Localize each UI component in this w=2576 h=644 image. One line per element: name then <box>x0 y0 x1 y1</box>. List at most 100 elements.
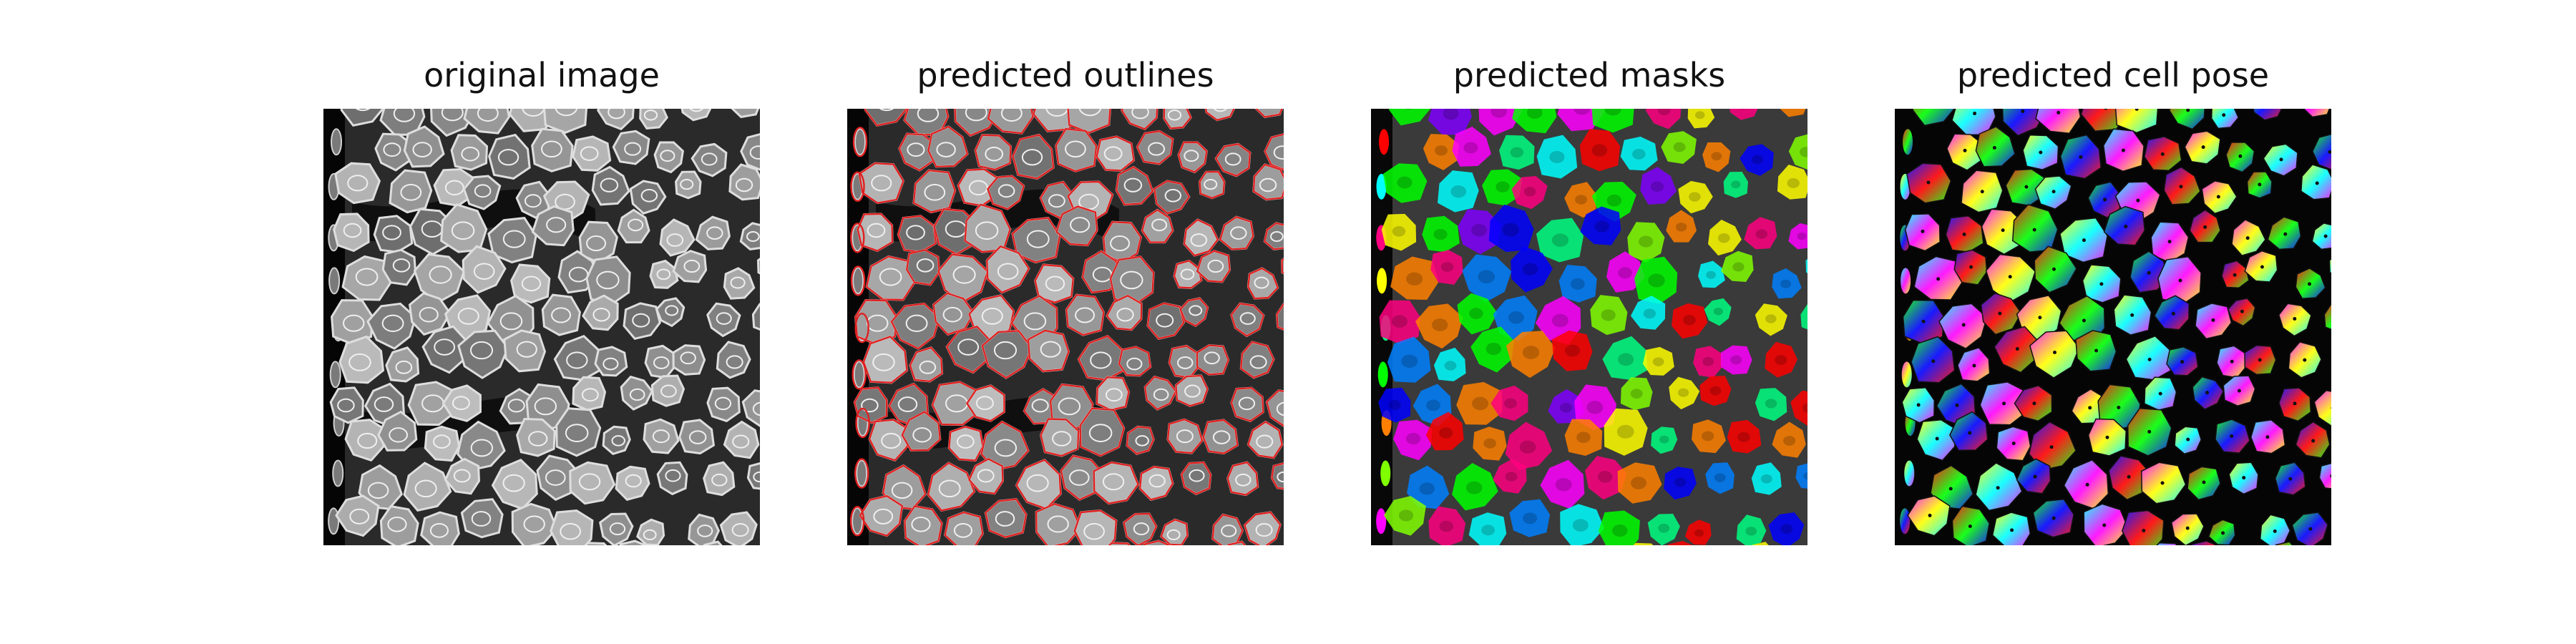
cell <box>462 245 507 294</box>
cell-outline <box>1199 170 1226 200</box>
cell-center <box>2221 531 2225 535</box>
cell-mask <box>1470 326 1515 373</box>
nucleus <box>1255 522 1273 537</box>
cell-mask <box>1376 508 1387 535</box>
cell-center <box>2328 150 2331 154</box>
cell <box>852 507 864 535</box>
cell-mask <box>1790 390 1807 426</box>
cell-center <box>2147 270 2151 275</box>
nucleus <box>1235 473 1252 487</box>
nucleus <box>1397 176 1413 189</box>
cell <box>516 417 556 457</box>
nucleus <box>1110 235 1131 252</box>
cell-mask <box>1698 260 1725 288</box>
nucleus <box>473 263 495 280</box>
cell-outline <box>1196 250 1231 283</box>
cell <box>462 175 502 210</box>
cell <box>723 267 756 300</box>
cell-center <box>2008 275 2012 279</box>
nucleus <box>1189 469 1205 482</box>
cell-mask <box>1560 504 1605 545</box>
nucleus <box>881 432 902 449</box>
cell-flow <box>1901 361 1912 388</box>
nucleus <box>1184 384 1201 398</box>
nucleus <box>1406 432 1421 445</box>
nucleus <box>499 312 523 331</box>
nucleus <box>897 396 918 412</box>
cell-center <box>2258 182 2262 187</box>
cell-center <box>1973 112 1977 116</box>
nucleus <box>523 515 545 533</box>
cell-center <box>2323 234 2328 238</box>
nucleus <box>1702 431 1714 441</box>
cell-outline <box>853 386 888 424</box>
cell <box>550 509 594 545</box>
nucleus <box>434 338 456 356</box>
nucleus <box>471 511 492 527</box>
cell-mask <box>1598 510 1640 545</box>
cell-flow <box>2114 109 2159 134</box>
nucleus <box>1189 305 1203 316</box>
nucleus <box>1572 519 1589 532</box>
nucleus <box>995 511 1015 527</box>
nucleus <box>1551 313 1568 328</box>
nucleus <box>1765 399 1777 409</box>
cell-center <box>2171 311 2175 316</box>
cell-mask <box>1744 217 1777 250</box>
cell-mask <box>1780 109 1806 117</box>
cell-mask <box>1422 215 1460 253</box>
cell-center <box>2160 481 2165 485</box>
cell <box>739 222 760 250</box>
cell-outline <box>1143 376 1177 411</box>
nucleus <box>1256 434 1274 449</box>
cell <box>329 386 364 424</box>
cell-mask <box>1702 142 1731 172</box>
cell-center <box>2211 318 2215 322</box>
nucleus <box>1120 270 1143 290</box>
nucleus <box>1090 351 1112 369</box>
cell-mask <box>1805 259 1807 273</box>
cell-center <box>2245 236 2250 240</box>
nucleus <box>1522 263 1538 275</box>
nucleus <box>1478 270 1495 284</box>
cell-outline <box>1204 109 1235 122</box>
nucleus <box>706 226 723 240</box>
nucleus <box>507 399 525 413</box>
nucleus <box>1711 152 1722 161</box>
nucleus <box>652 429 670 444</box>
cell <box>644 344 676 379</box>
nucleus <box>656 268 671 280</box>
cell-mask <box>1462 254 1512 303</box>
cell-center <box>1972 364 1976 368</box>
cell-mask <box>1509 499 1551 537</box>
nucleus <box>1523 186 1536 197</box>
nucleus <box>1591 144 1608 157</box>
panel-predicted-masks: predicted masks <box>1371 0 1807 644</box>
cell-outline <box>1106 294 1143 331</box>
cell-center <box>2222 113 2226 117</box>
cell-outline <box>1096 376 1130 411</box>
nucleus <box>956 434 975 449</box>
nucleus <box>879 268 902 286</box>
nucleus <box>1176 429 1194 444</box>
cell <box>381 248 417 286</box>
cell <box>335 494 380 537</box>
nucleus <box>1510 147 1524 158</box>
cell-mask <box>1666 210 1697 243</box>
cell-center <box>1968 524 1972 528</box>
nucleus <box>400 184 422 201</box>
nucleus <box>714 396 732 411</box>
nucleus <box>871 175 892 192</box>
nucleus <box>1755 229 1768 239</box>
nucleus <box>497 149 519 166</box>
nucleus <box>1549 150 1565 163</box>
nucleus <box>1780 524 1793 535</box>
nucleus <box>546 217 567 233</box>
cell-mask <box>1558 265 1597 303</box>
nucleus <box>1471 396 1489 411</box>
cell <box>340 109 384 127</box>
nucleus <box>952 265 976 284</box>
cell-mask <box>1482 169 1523 206</box>
nucleus <box>1048 194 1065 208</box>
cell-outline <box>974 134 1012 171</box>
